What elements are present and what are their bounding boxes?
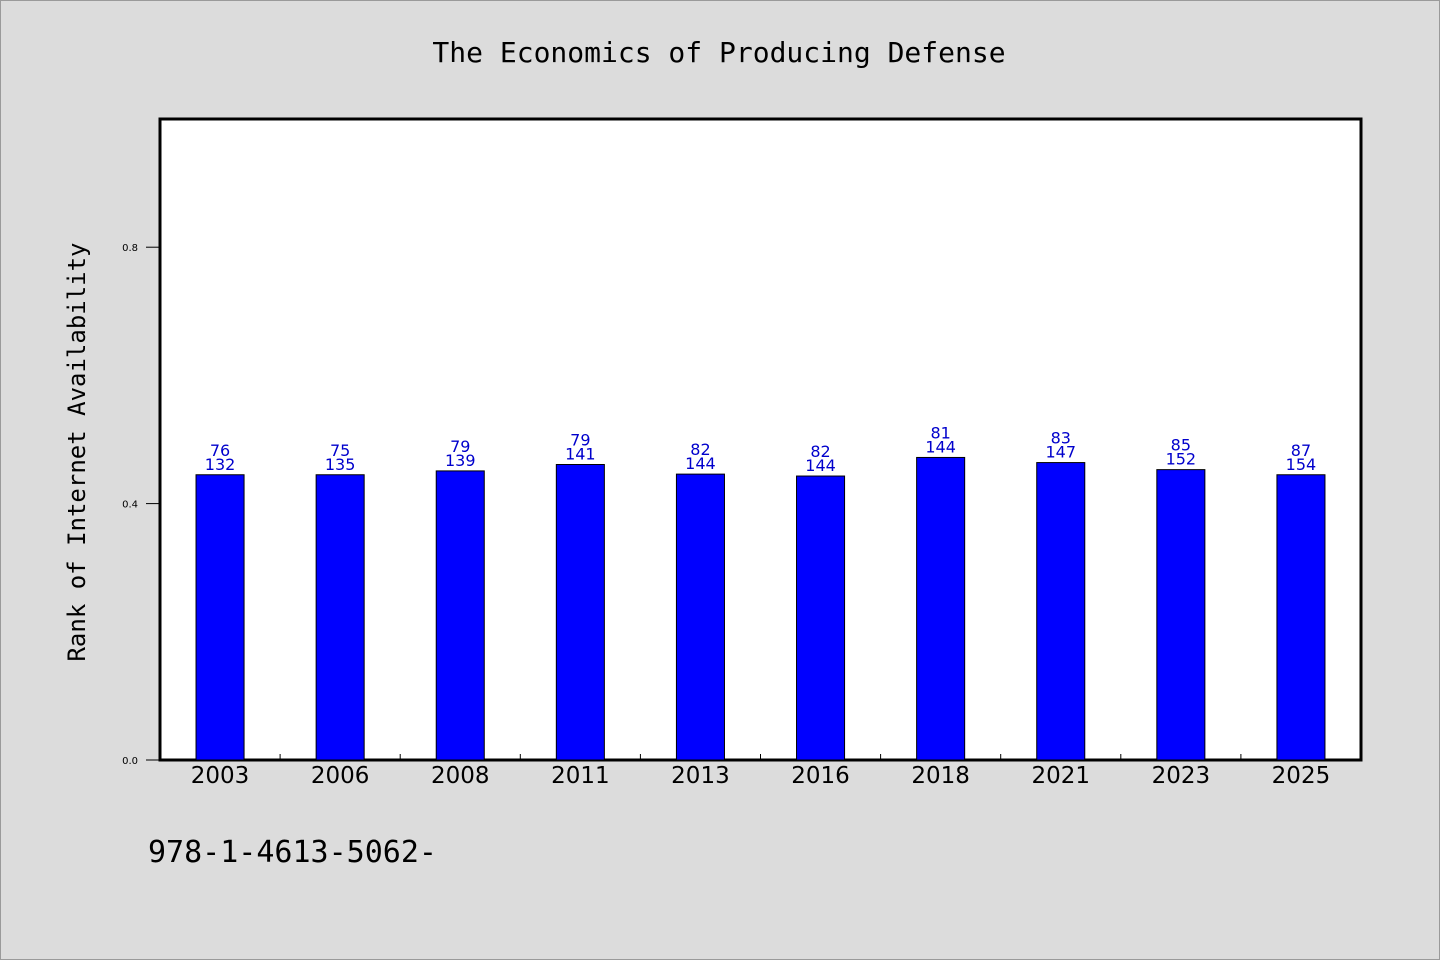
y-tick-label: 0.8 [122, 243, 138, 254]
x-tick-label: 2011 [551, 763, 610, 789]
chart-title: The Economics of Producing Defense [432, 36, 1005, 69]
data-label-bottom: 144 [925, 437, 956, 456]
data-label-bottom: 152 [1166, 450, 1197, 469]
x-tick-label: 2003 [191, 763, 250, 789]
x-tick-label: 2016 [791, 763, 850, 789]
bar-2018 [916, 456, 966, 761]
bar-2011 [555, 463, 605, 761]
y-tick-label: 0.0 [122, 756, 138, 767]
data-label-top: 76 [210, 441, 230, 460]
data-label-bottom: 135 [325, 455, 356, 474]
x-tick-label: 2023 [1152, 763, 1211, 789]
bar-2025 [1276, 474, 1326, 761]
bar-2006 [315, 474, 365, 761]
bars [195, 456, 1326, 761]
data-label-top: 82 [810, 442, 830, 461]
x-tick-label: 2006 [311, 763, 370, 789]
footer-isbn: 978-1-4613-5062- [148, 835, 437, 870]
data-label-bottom: 141 [565, 444, 596, 463]
bar-2013 [675, 473, 725, 761]
bar-2008 [435, 470, 485, 761]
data-label-bottom: 144 [685, 454, 716, 473]
x-tick-label: 2025 [1272, 763, 1331, 789]
y-axis-ticks: 0.0 0.4 0.8 [122, 243, 160, 767]
data-label-top: 75 [330, 441, 350, 460]
bar-2003 [195, 474, 245, 761]
data-label-bottom: 147 [1045, 443, 1076, 462]
y-tick-label: 0.4 [122, 500, 138, 511]
bar-2021 [1036, 462, 1086, 761]
data-label-top: 87 [1291, 441, 1311, 460]
bar-2023 [1156, 469, 1206, 761]
x-tick-label: 2013 [671, 763, 730, 789]
x-tick-label: 2018 [911, 763, 970, 789]
y-axis-label: Rank of Internet Availability [63, 242, 91, 661]
data-label-bottom: 132 [205, 455, 236, 474]
x-axis-tick-labels: 2003 2006 2008 2011 2013 2016 2018 2021 2023 2025 [191, 763, 1330, 789]
data-label-bottom: 154 [1286, 455, 1317, 474]
data-label-top: 85 [1171, 436, 1191, 455]
x-tick-label: 2008 [431, 763, 490, 789]
data-label-bottom: 144 [805, 456, 836, 475]
data-label-top: 83 [1051, 429, 1071, 448]
x-tick-label: 2021 [1031, 763, 1090, 789]
data-label-top: 81 [930, 423, 950, 442]
data-label-top: 79 [450, 437, 470, 456]
bar-2016 [796, 475, 846, 761]
data-label-bottom: 139 [445, 451, 476, 470]
x-axis-tick-marks [279, 754, 1242, 760]
data-label-top: 82 [690, 440, 710, 459]
data-label-top: 79 [570, 430, 590, 449]
